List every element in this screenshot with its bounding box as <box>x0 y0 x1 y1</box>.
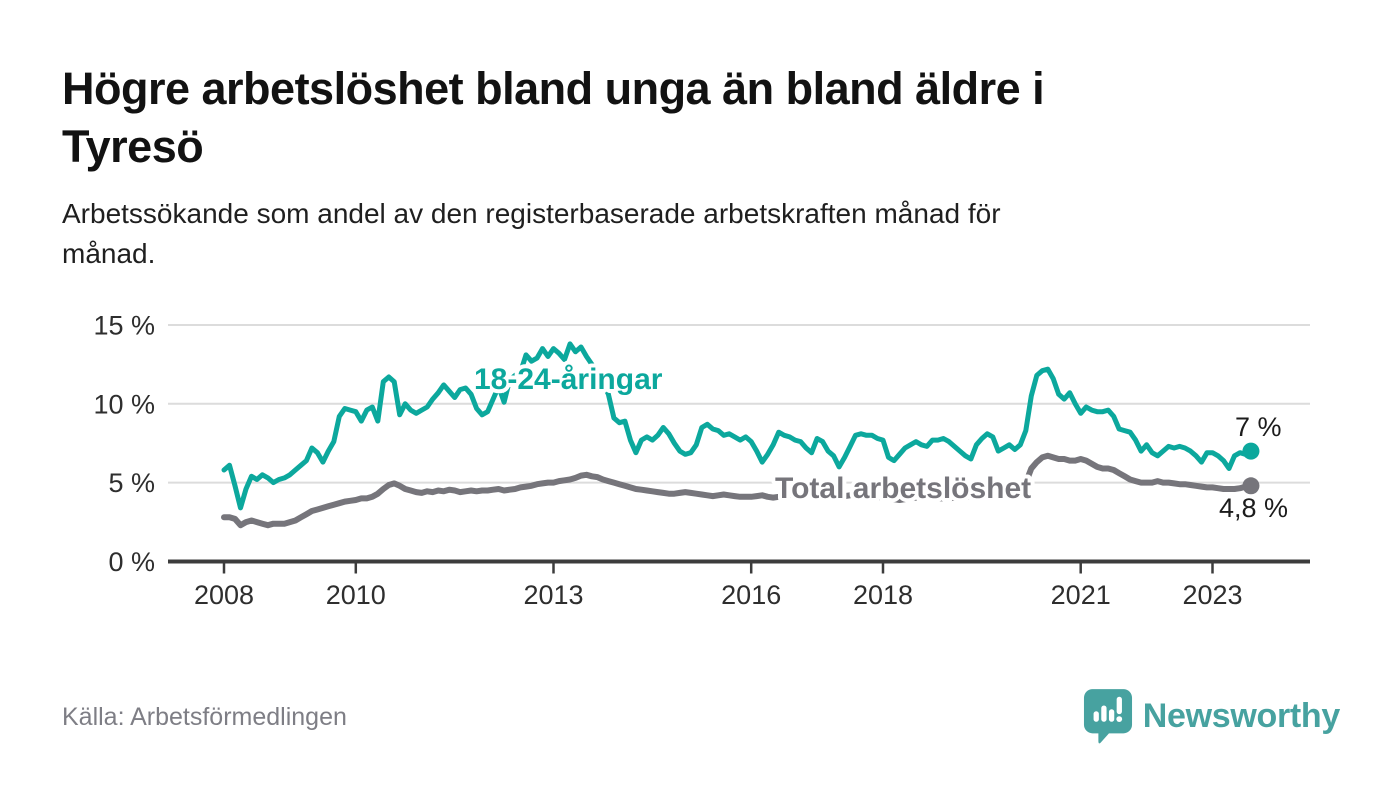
x-axis-label-2013: 2013 <box>523 580 583 610</box>
page-title: Högre arbetslöshet bland unga än bland ä… <box>62 60 1045 176</box>
exclamation-dot <box>1116 716 1122 722</box>
x-axis-label-2010: 2010 <box>326 580 386 610</box>
y-axis-label-10: 10 % <box>93 389 155 419</box>
exclamation-bar <box>1116 696 1122 715</box>
series-label-total-arbetsl-shet: Total arbetslöshet <box>775 472 1031 505</box>
bar-1 <box>1093 711 1099 722</box>
x-axis-label-2018: 2018 <box>853 580 913 610</box>
page-title-line1: Högre arbetslöshet bland unga än bland ä… <box>62 63 1045 114</box>
newsworthy-logo-icon <box>1083 689 1132 744</box>
x-axis-label-2023: 2023 <box>1182 580 1242 610</box>
y-axis-label-15: 15 % <box>93 310 155 340</box>
bar-3 <box>1108 709 1114 722</box>
bar-2 <box>1101 705 1107 722</box>
chart-subtitle-line2: månad. <box>62 238 156 269</box>
y-axis-label-5: 5 % <box>108 468 155 498</box>
source-note: Källa: Arbetsförmedlingen <box>62 703 347 731</box>
chart-subtitle-line1: Arbetssökande som andel av den registerb… <box>62 198 1001 229</box>
series-line-18-24-ringar <box>221 341 1254 511</box>
speech-bubble-shape <box>1083 689 1132 744</box>
brand-wordmark: Newsworthy <box>1142 697 1341 735</box>
series-label-18-24-ringar: 18-24-åringar <box>474 363 663 396</box>
page-title-line2: Tyresö <box>62 121 204 172</box>
x-axis-label-2021: 2021 <box>1051 580 1111 610</box>
x-axis-label-2016: 2016 <box>721 580 781 610</box>
end-dot-total-arbetsl-shet <box>1242 477 1260 495</box>
newsworthy-brand: Newsworthy <box>1083 688 1340 745</box>
y-axis-label-0: 0 % <box>108 547 155 577</box>
chart-subtitle: Arbetssökande som andel av den registerb… <box>62 194 1001 274</box>
end-dot-18-24-ringar <box>1242 442 1260 460</box>
end-value-label-18-24-ringar: 7 % <box>1235 412 1282 442</box>
end-value-label-total-arbetsl-shet: 4,8 % <box>1219 493 1288 523</box>
series-line-total-arbetsl-shet <box>221 452 1254 529</box>
x-axis-label-2008: 2008 <box>194 580 254 610</box>
